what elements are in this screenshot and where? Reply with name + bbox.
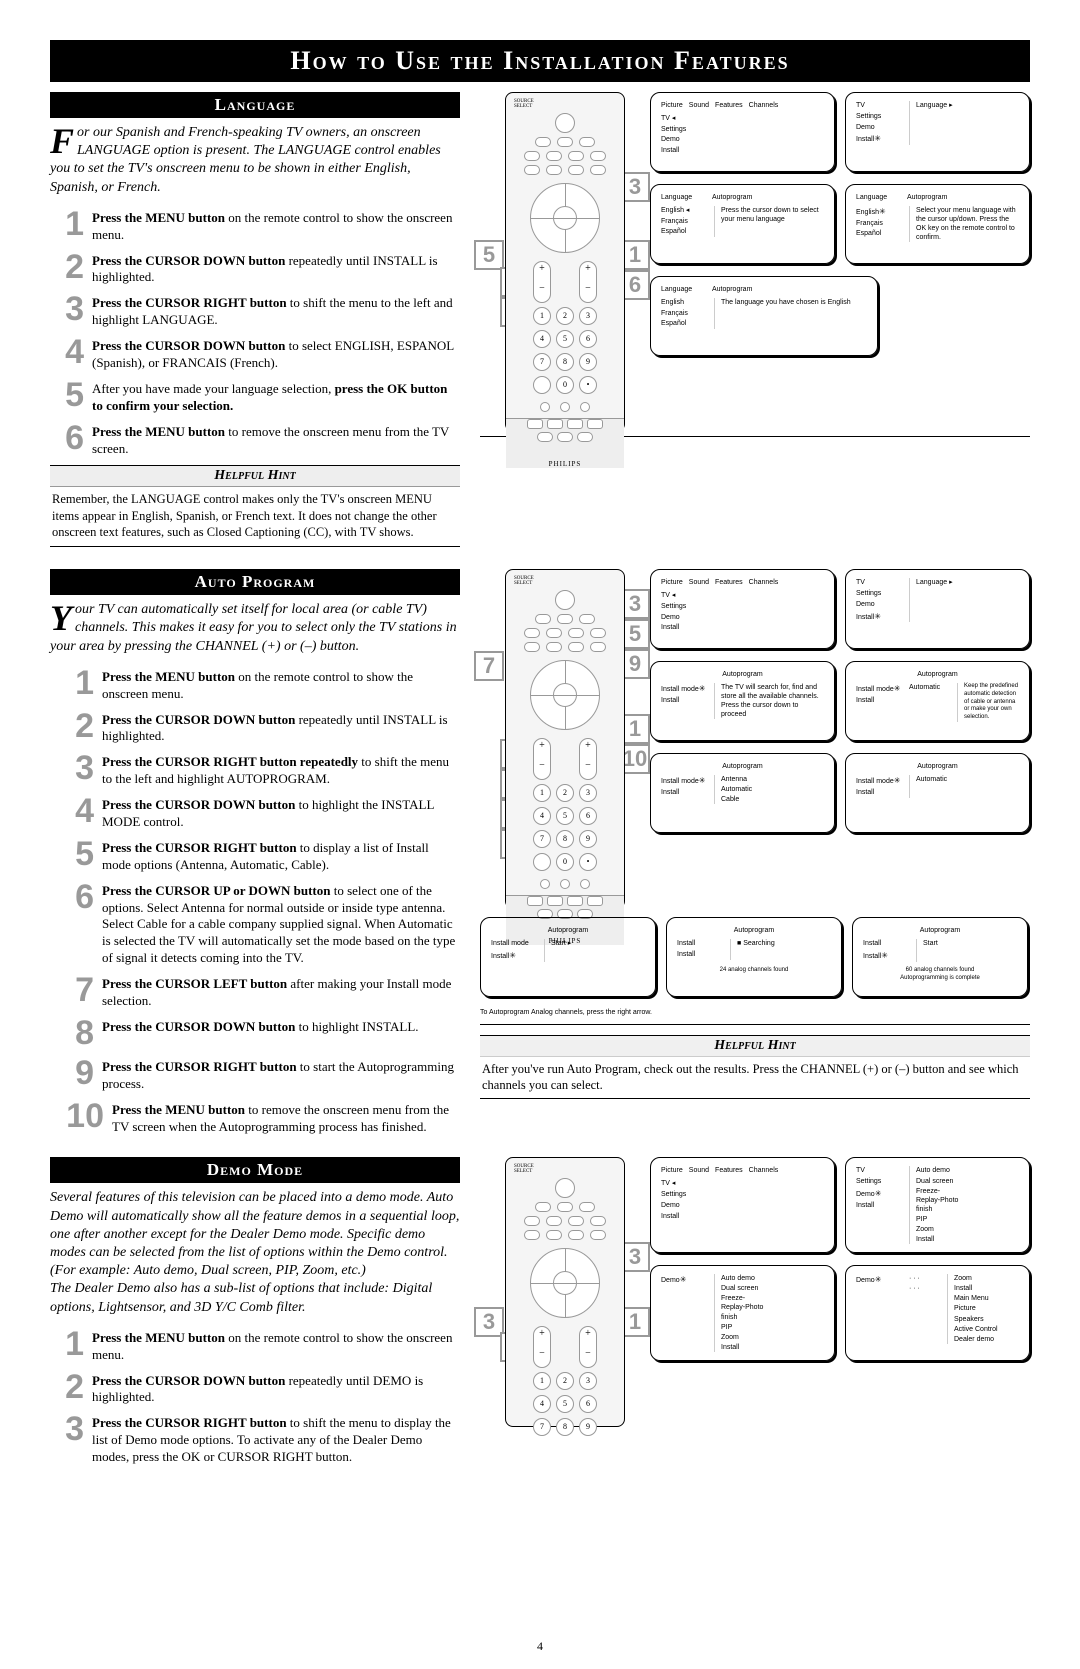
- tv-screen: Autoprogram Install mode✳Install Automat…: [845, 661, 1030, 741]
- step-text: Press the CURSOR RIGHT button to display…: [102, 837, 460, 874]
- tv-screen: Autoprogram InstallInstall✳ Start 60 ana…: [852, 917, 1028, 997]
- language-steps: 1Press the MENU button on the remote con…: [50, 207, 460, 458]
- step-text: Press the CURSOR LEFT button after makin…: [102, 973, 460, 1010]
- step-text: Press the CURSOR DOWN button repeatedly …: [92, 250, 460, 287]
- intro-text: or our Spanish and French-speaking TV ow…: [50, 125, 441, 195]
- demo-steps: 1Press the MENU button on the remote con…: [50, 1327, 460, 1466]
- callout: 5: [474, 240, 504, 270]
- tv-screen: Language Autoprogram EnglishFrançaisEspa…: [650, 276, 878, 356]
- step-text: Press the CURSOR RIGHT button to shift t…: [92, 1412, 460, 1466]
- autoprogram-steps: 1Press the MENU button on the remote con…: [60, 666, 460, 1136]
- demo-header: Demo Mode: [50, 1157, 460, 1183]
- step-text: Press the CURSOR DOWN button repeatedly …: [102, 709, 460, 746]
- step-text: Press the CURSOR DOWN button to select E…: [92, 335, 460, 372]
- tv-screen: Language Autoprogram English ◂FrançaisEs…: [650, 184, 835, 264]
- tv-screen: PictureSoundFeaturesChannels TV ◂Setting…: [650, 1157, 835, 1253]
- step-num: 2: [50, 1370, 92, 1404]
- language-diagram: 5 2 4 3 1 6 SOURCESELECT +−+−: [480, 92, 1030, 432]
- step-text: Press the CURSOR UP or DOWN button to se…: [102, 880, 460, 967]
- step-text: Press the MENU button on the remote cont…: [92, 1327, 460, 1364]
- step-num: 1: [50, 207, 92, 241]
- tv-screen: Demo✳ · · ·· · · ZoomInstallMain MenuPic…: [845, 1265, 1030, 1361]
- step-text: After you have made your language select…: [92, 378, 460, 415]
- callout: 7: [474, 651, 504, 681]
- step-num: 2: [50, 250, 92, 284]
- language-intro: F or our Spanish and French-speaking TV …: [50, 124, 460, 197]
- autoprogram-header: Auto Program: [50, 569, 460, 595]
- autoprogram-section: Auto Program Y our TV can automatically …: [50, 569, 1030, 1141]
- tv-screen: Language Autoprogram English✳FrançaisEsp…: [845, 184, 1030, 264]
- hint-body: Remember, the LANGUAGE control makes onl…: [50, 487, 460, 547]
- demo-intro: Several features of this television can …: [50, 1189, 460, 1316]
- tv-screen: Autoprogram Install modeInstall✳ Start ▸: [480, 917, 656, 997]
- tv-screen: PictureSoundFeaturesChannels TV ◂Setting…: [650, 569, 835, 649]
- remote-graphic: SOURCESELECT +−+− 123 456 789 0•: [505, 569, 625, 909]
- step-text: Press the CURSOR RIGHT button repeatedly…: [102, 751, 460, 788]
- hint-header: Helpful Hint: [50, 465, 460, 487]
- tv-screen: TVSettingsDemo✳Install Auto demoDual scr…: [845, 1157, 1030, 1253]
- dropcap: Y: [50, 601, 75, 633]
- remote-graphic: SOURCESELECT +−+− 123 456 789 0•: [505, 92, 625, 432]
- step-num: 1: [50, 1327, 92, 1361]
- autoprogram-intro: Y our TV can automatically set itself fo…: [50, 601, 460, 656]
- hint-header: Helpful Hint: [480, 1036, 1030, 1057]
- tv-screen: Autoprogram InstallInstall ■ Searching 2…: [666, 917, 842, 997]
- hint-body: After you've run Auto Program, check out…: [480, 1057, 1030, 1098]
- tv-screen: TVSettingsDemoInstall✳ Language ▸: [845, 569, 1030, 649]
- tv-screen: Autoprogram Install mode✳Install Automat…: [845, 753, 1030, 833]
- step-num: 9: [60, 1056, 102, 1090]
- step-num: 5: [50, 378, 92, 412]
- arrow-note: To Autoprogram Analog channels, press th…: [480, 1009, 1030, 1016]
- step-num: 7: [60, 973, 102, 1007]
- tv-screen: Autoprogram Install mode✳Install Antenna…: [650, 753, 835, 833]
- language-header: Language: [50, 92, 460, 118]
- step-num: 1: [60, 666, 102, 700]
- autoprogram-hint: Helpful Hint After you've run Auto Progr…: [480, 1035, 1030, 1099]
- intro-text: our TV can automatically set itself for …: [50, 602, 457, 653]
- tv-screen: PictureSoundFeaturesChannels TV ◂Setting…: [650, 92, 835, 172]
- remote-graphic: SOURCESELECT +−+− 123 456 789: [505, 1157, 625, 1427]
- demo-diagram: 3 1 3 2 SOURCESELECT +−+− 123: [480, 1157, 1030, 1427]
- autoprogram-diagram: 7 2 4 6 8 3 5 9 1 10 6 SOURCESELECT: [480, 569, 1030, 909]
- dropcap: F: [50, 124, 77, 156]
- step-text: Press the CURSOR RIGHT button to shift t…: [92, 292, 460, 329]
- step-text: Press the CURSOR DOWN button to highligh…: [102, 794, 460, 831]
- step-text: Press the MENU button to remove the onsc…: [112, 1099, 460, 1136]
- step-num: 10: [60, 1099, 112, 1133]
- step-num: 3: [60, 751, 102, 785]
- step-num: 5: [60, 837, 102, 871]
- step-text: Press the MENU button to remove the onsc…: [92, 421, 460, 458]
- language-section: Language F or our Spanish and French-spe…: [50, 92, 1030, 547]
- step-num: 3: [50, 292, 92, 326]
- step-text: Press the CURSOR DOWN button to highligh…: [102, 1016, 419, 1036]
- page-title: How to Use the Installation Features: [50, 40, 1030, 82]
- step-num: 8: [60, 1016, 102, 1050]
- step-num: 6: [50, 421, 92, 455]
- step-text: Press the CURSOR DOWN button repeatedly …: [92, 1370, 460, 1407]
- tv-screen: Demo✳ Auto demoDual screenFreeze-Replay-…: [650, 1265, 835, 1361]
- step-num: 4: [50, 335, 92, 369]
- tv-screen: Autoprogram Install mode✳Install The TV …: [650, 661, 835, 741]
- tv-screen: TVSettingsDemoInstall✳ Language ▸: [845, 92, 1030, 172]
- step-text: Press the MENU button on the remote cont…: [102, 666, 460, 703]
- step-text: Press the MENU button on the remote cont…: [92, 207, 460, 244]
- step-num: 4: [60, 794, 102, 828]
- step-num: 6: [60, 880, 102, 914]
- step-num: 3: [50, 1412, 92, 1446]
- step-text: Press the CURSOR RIGHT button to start t…: [102, 1056, 460, 1093]
- step-num: 2: [60, 709, 102, 743]
- page-number: 4: [537, 1639, 543, 1654]
- demo-section: Demo Mode Several features of this telev…: [50, 1157, 1030, 1472]
